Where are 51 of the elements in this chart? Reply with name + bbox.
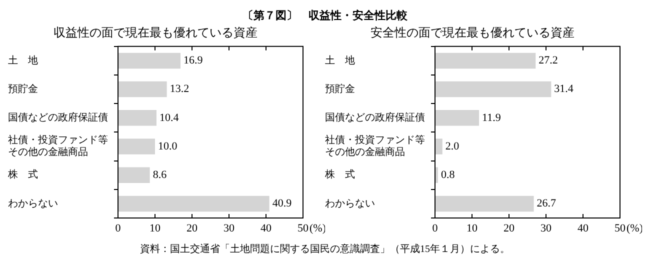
bar [435,196,534,212]
text: 〔第７図〕 収益性・安全性比較 [242,8,408,24]
y-tick-label: 土 地 [8,54,38,66]
x-tick-label: 10 [466,222,478,234]
y-tick-label: 社債・投資ファンド等その他の金融商品 [8,134,108,158]
y-tick-label: 株 式 [7,168,38,181]
chart-title: 安全性の面で現在最も優れている資産 [370,25,574,40]
y-tick-label: わからない [325,198,375,210]
bar [118,52,181,69]
x-tick-label: 0 [115,222,122,234]
bar [118,110,156,126]
x-tick-label: 20 [504,222,515,234]
x-tick-label: 50 [614,222,626,234]
x-tick-label: 10 [150,222,161,234]
x-tick-label: 30 [540,222,552,234]
bar [435,52,536,69]
data-label: 10.0 [158,140,178,152]
y-tick-label: 社債・投資ファンド等その他の金融商品 [325,134,425,158]
bar [118,167,150,183]
data-label: 31.4 [554,83,574,96]
x-tick-label: 30 [224,222,235,234]
y-tick-label: 国債などの政府保証債 [325,112,425,124]
text: 資料：国土交通省「土地問題に関する国民の意識調査」（平成15年１月）による。 [139,242,511,256]
x-tick-label: 50 [298,222,309,234]
x-tick-label: 0 [432,222,438,234]
data-label: 0.8 [440,168,456,181]
bar [435,81,552,98]
y-tick-label: 株 式 [324,168,355,181]
bar [118,196,270,212]
data-label: 10.4 [159,112,180,124]
y-tick-label: 預貯金 [8,82,38,95]
y-tick-label: 土 地 [325,54,355,66]
data-label: 11.9 [482,112,502,124]
y-tick-label: 国債などの政府保証債 [8,112,108,124]
x-tick-label: 40 [260,222,272,234]
bar [118,138,155,154]
x-tick-label: 40 [578,222,589,234]
data-label: 26.7 [536,198,557,210]
chart-title: 収益性の面で現在最も優れている資産 [54,25,258,40]
data-label: 40.9 [272,198,292,210]
bar [435,110,480,126]
bar [435,138,442,154]
x-tick-label: 20 [186,222,198,234]
data-label: 13.2 [170,83,190,96]
bar [118,81,167,98]
data-label: 2.0 [445,140,460,152]
data-label: 27.2 [538,54,558,67]
data-label: 16.9 [184,54,204,67]
data-label: 8.6 [152,168,168,181]
y-tick-label: わからない [8,198,58,210]
y-tick-label: 預貯金 [325,82,355,95]
